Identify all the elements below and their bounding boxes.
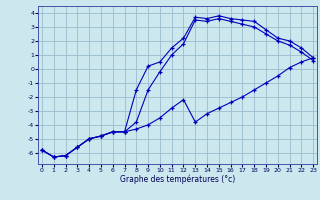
X-axis label: Graphe des températures (°c): Graphe des températures (°c) [120, 175, 235, 184]
